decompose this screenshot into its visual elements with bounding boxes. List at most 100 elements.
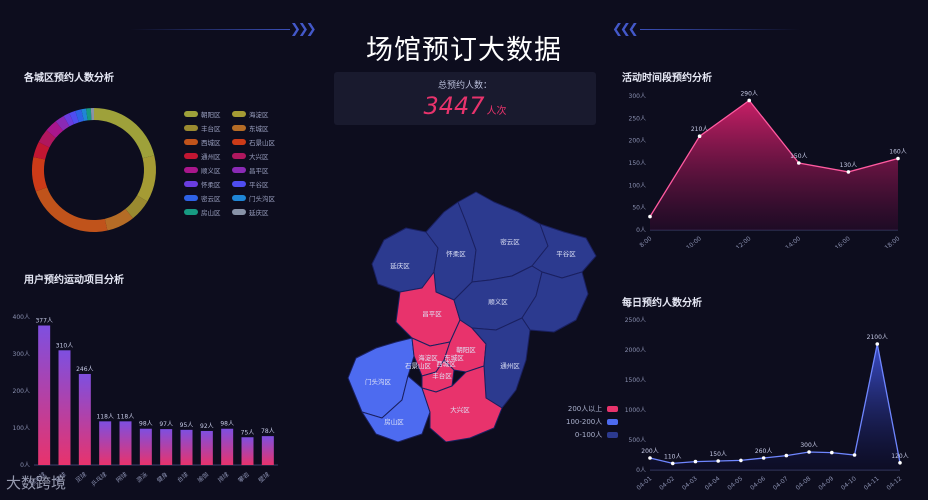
donut-slice-14[interactable] (86, 108, 92, 121)
bar[interactable] (221, 428, 234, 465)
legend-item[interactable]: 昌平区 (232, 165, 280, 175)
bar-value-label: 75人 (241, 429, 255, 436)
map-district-label: 昌平区 (422, 310, 442, 318)
data-point[interactable] (830, 450, 834, 455)
x-tick-label: 04-07 (772, 475, 790, 492)
legend-item[interactable]: 房山区 (184, 207, 232, 217)
bar[interactable] (99, 421, 112, 465)
legend-item[interactable]: 顺义区 (184, 165, 232, 175)
x-tick-label: 04-12 (885, 475, 903, 492)
legend-item[interactable]: 东城区 (232, 123, 280, 133)
map-legend-label: 0-100人 (574, 430, 603, 439)
legend-item[interactable]: 朝阳区 (184, 109, 232, 119)
legend-item[interactable]: 门头沟区 (232, 193, 280, 203)
x-tick-label: 健身 (155, 470, 169, 484)
legend-item[interactable]: 延庆区 (232, 207, 280, 217)
donut-slice-13[interactable] (81, 108, 88, 122)
map-district-tongzhou[interactable] (471, 317, 531, 409)
data-point[interactable] (896, 156, 900, 161)
donut-slice-6[interactable] (33, 142, 50, 160)
donut-slice-7[interactable] (38, 130, 56, 148)
legend-item[interactable]: 丰台区 (184, 123, 232, 133)
map-legend-swatch (607, 405, 619, 412)
donut-slice-12[interactable] (75, 109, 84, 123)
bar[interactable] (261, 436, 274, 465)
map-district-daxing[interactable] (421, 365, 503, 442)
data-label: 120人 (891, 453, 908, 460)
donut-slice-5[interactable] (31, 156, 48, 192)
legend-swatch (232, 181, 246, 187)
legend-label: 朝阳区 (201, 111, 221, 119)
bar[interactable] (139, 428, 152, 465)
bar[interactable] (78, 373, 91, 465)
bar[interactable] (241, 437, 254, 465)
data-point[interactable] (784, 453, 789, 458)
bar[interactable] (58, 350, 71, 465)
district-chart-title: 各城区预约人数分析 (24, 73, 114, 84)
donut-slice-2[interactable] (125, 195, 148, 219)
data-point[interactable] (898, 461, 902, 465)
map-district-label: 大兴区 (450, 405, 470, 414)
x-tick-label: 04-11 (863, 475, 881, 492)
data-point[interactable] (747, 98, 751, 103)
data-point[interactable] (846, 170, 851, 174)
donut-slice-3[interactable] (104, 208, 133, 231)
data-point[interactable] (693, 459, 698, 464)
legend-item[interactable]: 通州区 (184, 151, 232, 161)
x-tick-label: 18:00 (884, 235, 902, 248)
donut-slice-11[interactable] (69, 110, 79, 125)
data-point[interactable] (761, 456, 766, 460)
y-tick-label: 200人 (629, 138, 646, 145)
legend-swatch (184, 111, 198, 117)
data-point[interactable] (697, 134, 702, 138)
data-point[interactable] (852, 453, 857, 457)
data-point[interactable] (739, 458, 743, 463)
map-legend-swatch (607, 418, 619, 425)
data-point[interactable] (807, 450, 811, 454)
map-district-label: 通州区 (500, 361, 520, 370)
data-point[interactable] (875, 342, 880, 346)
bar[interactable] (200, 430, 213, 465)
donut-slice-1[interactable] (137, 155, 156, 202)
total-label: 总预约人数： (437, 81, 492, 91)
donut-slice-10[interactable] (63, 113, 75, 127)
sport-bar-chart: 0人100人200人300人400人377人羽毛球310人篮球246人足球118… (13, 314, 278, 488)
donut-slice-9[interactable] (55, 115, 70, 131)
x-tick-label: 04-09 (817, 475, 835, 492)
map-district-pinggu-east[interactable] (521, 271, 589, 333)
legend-item[interactable]: 怀柔区 (184, 179, 232, 189)
map-legend-swatch (607, 431, 619, 438)
donut-slice-15[interactable] (90, 108, 94, 121)
bar[interactable] (38, 325, 51, 465)
data-point[interactable] (648, 214, 652, 219)
map-legend-item[interactable]: 100-200人 (566, 415, 619, 428)
legend-item[interactable]: 大兴区 (232, 151, 280, 161)
data-label: 200人 (641, 448, 658, 455)
donut-slice-8[interactable] (46, 121, 64, 138)
legend-swatch (232, 167, 246, 173)
map-legend-item[interactable]: 200人以上 (566, 402, 619, 415)
data-point[interactable] (797, 161, 801, 165)
x-tick-label: 壁球 (257, 470, 271, 484)
y-tick-label: 100人 (629, 182, 646, 189)
bar[interactable] (160, 429, 173, 465)
legend-item[interactable]: 石景山区 (232, 137, 280, 147)
donut-slice-4[interactable] (35, 187, 108, 232)
data-point[interactable] (716, 459, 720, 463)
x-tick-label: 04-10 (840, 475, 858, 492)
map-legend-label: 200人以上 (567, 404, 603, 413)
x-tick-label: 瑜伽 (196, 470, 210, 484)
sport-chart-title: 用户预约运动项目分析 (24, 275, 124, 286)
bar[interactable] (119, 421, 132, 465)
legend-item[interactable]: 海淀区 (232, 109, 280, 119)
legend-item[interactable]: 密云区 (184, 193, 232, 203)
map-legend-label: 100-200人 (566, 417, 603, 426)
map-legend-item[interactable]: 0-100人 (566, 428, 619, 441)
legend-item[interactable]: 平谷区 (232, 179, 280, 189)
data-point[interactable] (670, 461, 675, 466)
data-point[interactable] (648, 456, 652, 460)
donut-slice-0[interactable] (94, 108, 155, 159)
bar[interactable] (180, 429, 193, 465)
legend-swatch (184, 125, 198, 131)
legend-item[interactable]: 西城区 (184, 137, 232, 147)
